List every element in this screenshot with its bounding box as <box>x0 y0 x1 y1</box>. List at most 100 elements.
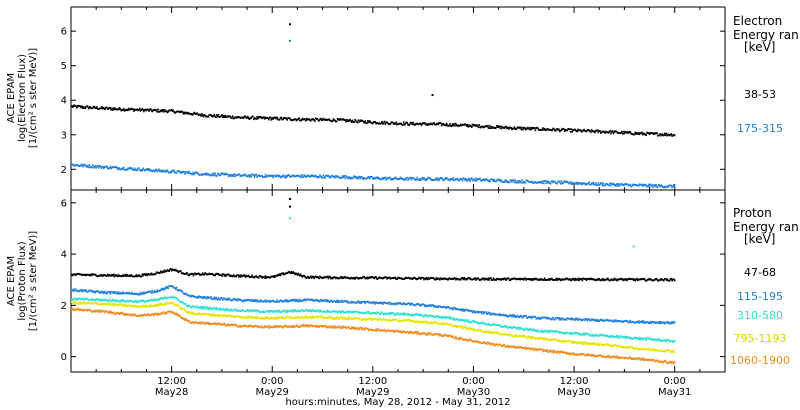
electron-data-point <box>93 166 96 168</box>
electron-data-point <box>257 174 260 177</box>
proton-data-point <box>481 330 484 333</box>
proton-data-point <box>298 325 300 328</box>
proton-data-point <box>171 311 174 314</box>
proton-data-point <box>326 309 329 312</box>
electron-data-point <box>529 180 532 183</box>
proton-data-point <box>340 327 342 330</box>
electron-data-point <box>589 183 591 186</box>
electron-data-point <box>525 179 528 182</box>
electron-data-point <box>89 106 92 108</box>
electron-data-point <box>225 173 227 176</box>
proton-data-point <box>217 313 220 316</box>
electron-data-point <box>248 118 251 120</box>
proton-data-point <box>107 274 110 277</box>
proton-data-point <box>452 335 455 338</box>
proton-data-point <box>672 278 674 281</box>
proton-data-point <box>408 277 411 280</box>
proton-data-point <box>584 318 587 320</box>
proton-data-point <box>200 273 203 276</box>
proton-data-point <box>418 303 420 306</box>
electron-data-point <box>474 124 476 126</box>
electron-data-point <box>384 123 387 125</box>
proton-data-point <box>431 315 434 318</box>
proton-data-point <box>280 311 283 314</box>
proton-data-point <box>124 300 127 303</box>
proton-data-point <box>198 295 201 298</box>
proton-data-point <box>456 318 459 320</box>
electron-data-point <box>618 131 621 134</box>
proton-data-point <box>340 277 343 280</box>
proton-data-point <box>545 317 548 319</box>
proton-data-point <box>549 330 552 333</box>
proton-data-point <box>462 308 465 311</box>
proton-data-point <box>653 321 656 324</box>
proton-data-point <box>429 332 432 335</box>
proton-data-point <box>445 277 448 280</box>
proton-data-point <box>71 308 73 311</box>
proton-data-point <box>298 300 300 303</box>
proton-data-point <box>262 276 264 278</box>
proton-data-point <box>363 311 366 314</box>
proton-data-point <box>83 274 86 276</box>
proton-data-point <box>147 313 149 315</box>
proton-data-point <box>172 302 175 304</box>
proton-data-point <box>148 273 151 276</box>
proton-data-point <box>644 337 647 340</box>
proton-data-point <box>202 312 205 315</box>
proton-data-point <box>328 326 331 329</box>
proton-data-point <box>151 273 154 276</box>
electron-data-point <box>605 182 608 185</box>
electron-data-point <box>647 183 650 186</box>
electron-data-point <box>571 130 574 133</box>
electron-data-point <box>192 112 195 115</box>
electron-data-point <box>644 133 647 136</box>
proton-data-point <box>365 300 367 303</box>
proton-data-point <box>469 310 471 313</box>
electron-data-point <box>632 183 635 186</box>
proton-data-point <box>442 316 445 319</box>
proton-data-point <box>659 338 662 341</box>
proton-data-point <box>232 315 235 318</box>
proton-data-point <box>431 322 434 325</box>
proton-data-point <box>448 277 450 280</box>
proton-data-point <box>559 340 562 343</box>
proton-data-point <box>201 321 204 323</box>
electron-data-point <box>528 181 531 183</box>
electron-data-point <box>184 173 186 175</box>
proton-data-point <box>430 315 433 318</box>
electron-data-point <box>190 113 192 116</box>
electron-data-point <box>626 131 629 134</box>
electron-data-point <box>382 178 385 180</box>
proton-data-point <box>579 277 581 280</box>
electron-data-point <box>527 127 530 130</box>
proton-data-point <box>256 325 258 328</box>
proton-data-point <box>412 314 414 316</box>
proton-data-point <box>303 325 305 328</box>
electron-data-point <box>244 173 247 176</box>
electron-data-point <box>351 119 354 122</box>
proton-data-point <box>229 275 232 278</box>
electron-data-point <box>161 110 164 113</box>
proton-data-point <box>392 331 395 334</box>
proton-data-point <box>403 278 405 281</box>
proton-data-point <box>190 295 192 298</box>
proton-data-point <box>335 318 337 320</box>
electron-data-point <box>543 182 545 185</box>
proton-data-point <box>200 296 203 299</box>
electron-data-point <box>514 179 517 182</box>
proton-data-point <box>361 276 364 279</box>
electron-data-point <box>655 184 658 186</box>
proton-data-point <box>437 277 440 280</box>
electron-data-point <box>183 171 185 173</box>
electron-data-point <box>203 114 206 116</box>
proton-data-point <box>226 274 228 276</box>
proton-data-point <box>633 337 636 340</box>
proton-data-point <box>259 310 262 313</box>
proton-data-point <box>356 300 359 303</box>
proton-data-point <box>377 319 379 322</box>
proton-data-point <box>113 303 116 306</box>
electron-data-point <box>665 132 668 135</box>
proton-data-point <box>222 314 225 316</box>
electron-data-point <box>489 127 491 129</box>
proton-data-point <box>605 278 607 281</box>
